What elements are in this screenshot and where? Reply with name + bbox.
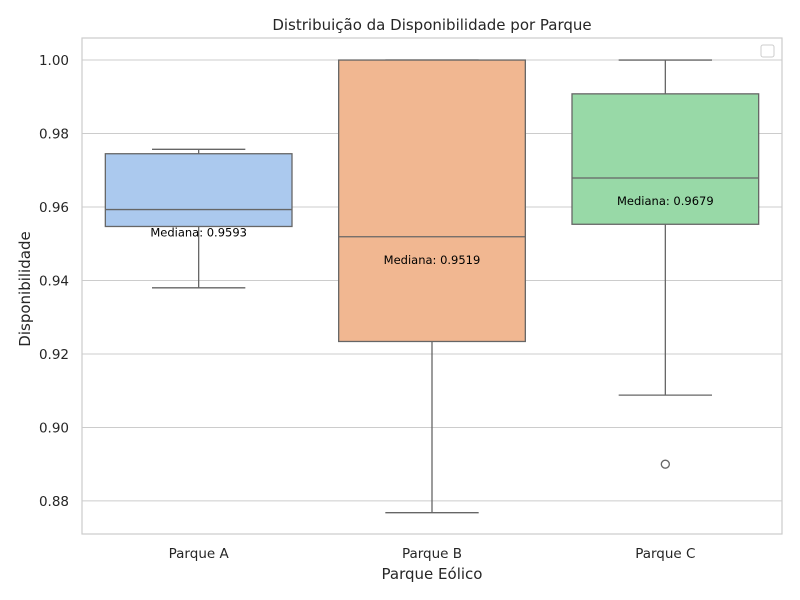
median-label: Mediana: 0.9679 (617, 194, 714, 208)
y-tick-labels: 0.88 0.90 0.92 0.94 0.96 0.98 1.00 (39, 53, 69, 510)
iqr-box (104, 153, 293, 228)
x-tick-label: Parque A (169, 546, 230, 562)
y-tick-label: 0.88 (39, 494, 69, 510)
median-annotations: Mediana: 0.9593 Mediana: 0.9519 Mediana: 0… (150, 194, 713, 267)
y-axis-label: Disponibilidade (16, 231, 34, 346)
median-label: Mediana: 0.9593 (150, 226, 247, 240)
x-tick-label: Parque C (635, 546, 695, 562)
outlier-point (660, 459, 670, 469)
y-tick-label: 0.94 (39, 273, 69, 289)
y-tick-label: 0.96 (39, 200, 69, 216)
plot-frame (81, 37, 783, 535)
x-tick-labels: Parque A Parque B Parque C (169, 546, 696, 562)
x-axis-label: Parque Eólico (382, 565, 483, 583)
box-parque-b (338, 59, 526, 514)
y-tick-label: 0.90 (39, 420, 69, 436)
box-parque-c (571, 59, 760, 469)
chart-title: Distribuição da Disponibilidade por Parq… (272, 16, 591, 34)
y-tick-label: 0.92 (39, 347, 69, 363)
x-tick-label: Parque B (402, 546, 462, 562)
iqr-box (571, 93, 760, 225)
median-label: Mediana: 0.9519 (384, 253, 481, 267)
legend-box[interactable] (760, 44, 775, 58)
box-parque-a (104, 148, 293, 289)
y-tick-label: 0.98 (39, 127, 69, 143)
y-tick-label: 1.00 (39, 53, 69, 69)
iqr-box (338, 59, 526, 343)
boxes (104, 59, 760, 514)
